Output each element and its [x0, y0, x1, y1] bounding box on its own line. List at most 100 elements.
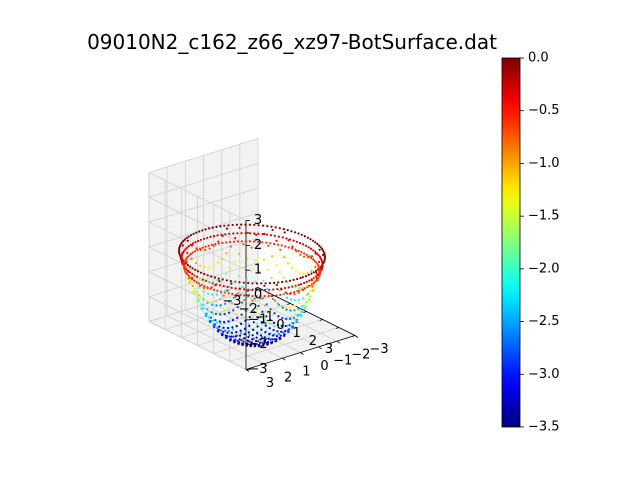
data-point [284, 245, 287, 248]
data-point [278, 289, 281, 292]
data-point [286, 296, 289, 299]
data-point [247, 281, 250, 285]
data-point [290, 284, 293, 287]
colorbar-tick-label: −1.0 [528, 156, 560, 171]
data-point [231, 292, 234, 296]
data-point [213, 325, 216, 328]
x-tick-mark [351, 335, 356, 337]
data-point [181, 244, 184, 247]
data-point [206, 308, 209, 311]
data-point [187, 277, 190, 280]
data-point [202, 286, 205, 290]
data-point [283, 286, 287, 290]
data-point [285, 237, 288, 240]
data-point [267, 294, 270, 298]
data-point [211, 226, 214, 229]
data-point [219, 304, 222, 307]
data-point [253, 223, 256, 226]
data-point [310, 256, 313, 259]
data-point [221, 241, 224, 244]
data-point [210, 243, 213, 246]
data-point [267, 337, 270, 340]
data-point [218, 325, 221, 328]
data-point [228, 240, 232, 244]
data-point [305, 284, 309, 287]
data-point [240, 240, 243, 243]
data-point [230, 286, 233, 289]
data-point [216, 279, 219, 282]
data-point [236, 240, 239, 243]
data-point [230, 335, 233, 338]
data-point [293, 291, 296, 294]
data-point [291, 245, 294, 248]
data-point [208, 316, 211, 319]
data-point [197, 298, 200, 301]
y-tick-label: 3 [266, 376, 274, 391]
data-point [264, 288, 267, 292]
data-point [243, 294, 246, 297]
data-point [278, 227, 281, 230]
data-point [254, 280, 257, 283]
data-point [255, 336, 258, 339]
data-point [219, 313, 222, 316]
data-point [254, 259, 257, 262]
data-point [242, 337, 246, 340]
colorbar-tick-label: −2.0 [528, 261, 560, 276]
data-point [255, 340, 258, 343]
data-point [242, 299, 246, 302]
data-point [297, 298, 300, 301]
data-point [245, 278, 248, 281]
data-point [261, 297, 264, 300]
data-point [238, 341, 241, 344]
data-point [267, 340, 270, 344]
data-point [257, 304, 260, 307]
data-point [304, 244, 308, 247]
data-point [280, 288, 283, 291]
data-point [269, 308, 272, 311]
x-tick-label: −2 [239, 302, 258, 317]
data-point [277, 315, 280, 318]
data-point [281, 236, 284, 239]
data-point [305, 301, 308, 304]
data-point [238, 281, 241, 284]
data-point [248, 240, 252, 243]
data-point [304, 305, 307, 308]
data-point [272, 329, 275, 332]
data-point [284, 291, 287, 294]
data-point [208, 227, 211, 230]
data-point [230, 331, 233, 334]
data-point [297, 307, 300, 310]
data-point [192, 232, 195, 235]
data-point [283, 231, 286, 234]
data-point [232, 240, 235, 243]
data-point [228, 285, 231, 288]
data-point [222, 326, 225, 329]
data-point [238, 287, 241, 290]
data-point [182, 240, 185, 243]
data-point [259, 288, 262, 292]
data-point [314, 241, 317, 244]
grid-line [166, 315, 265, 365]
data-point [238, 252, 241, 256]
data-point [288, 279, 292, 282]
data-point [183, 249, 186, 252]
data-point [321, 260, 324, 263]
data-point [233, 340, 236, 343]
data-point [259, 334, 263, 337]
x-tick-label: 1 [293, 326, 301, 341]
data-point [310, 283, 313, 286]
x-tick-label: 2 [309, 334, 317, 349]
data-point [178, 253, 181, 256]
data-point [196, 275, 199, 278]
data-point [223, 291, 226, 294]
x-tick-label: 0 [276, 318, 284, 333]
data-point [296, 318, 299, 321]
data-point [280, 244, 283, 247]
data-point [303, 304, 306, 307]
y-tick-label: 1 [302, 365, 310, 380]
data-point [259, 295, 262, 298]
data-point [315, 261, 318, 264]
data-point [292, 239, 295, 242]
